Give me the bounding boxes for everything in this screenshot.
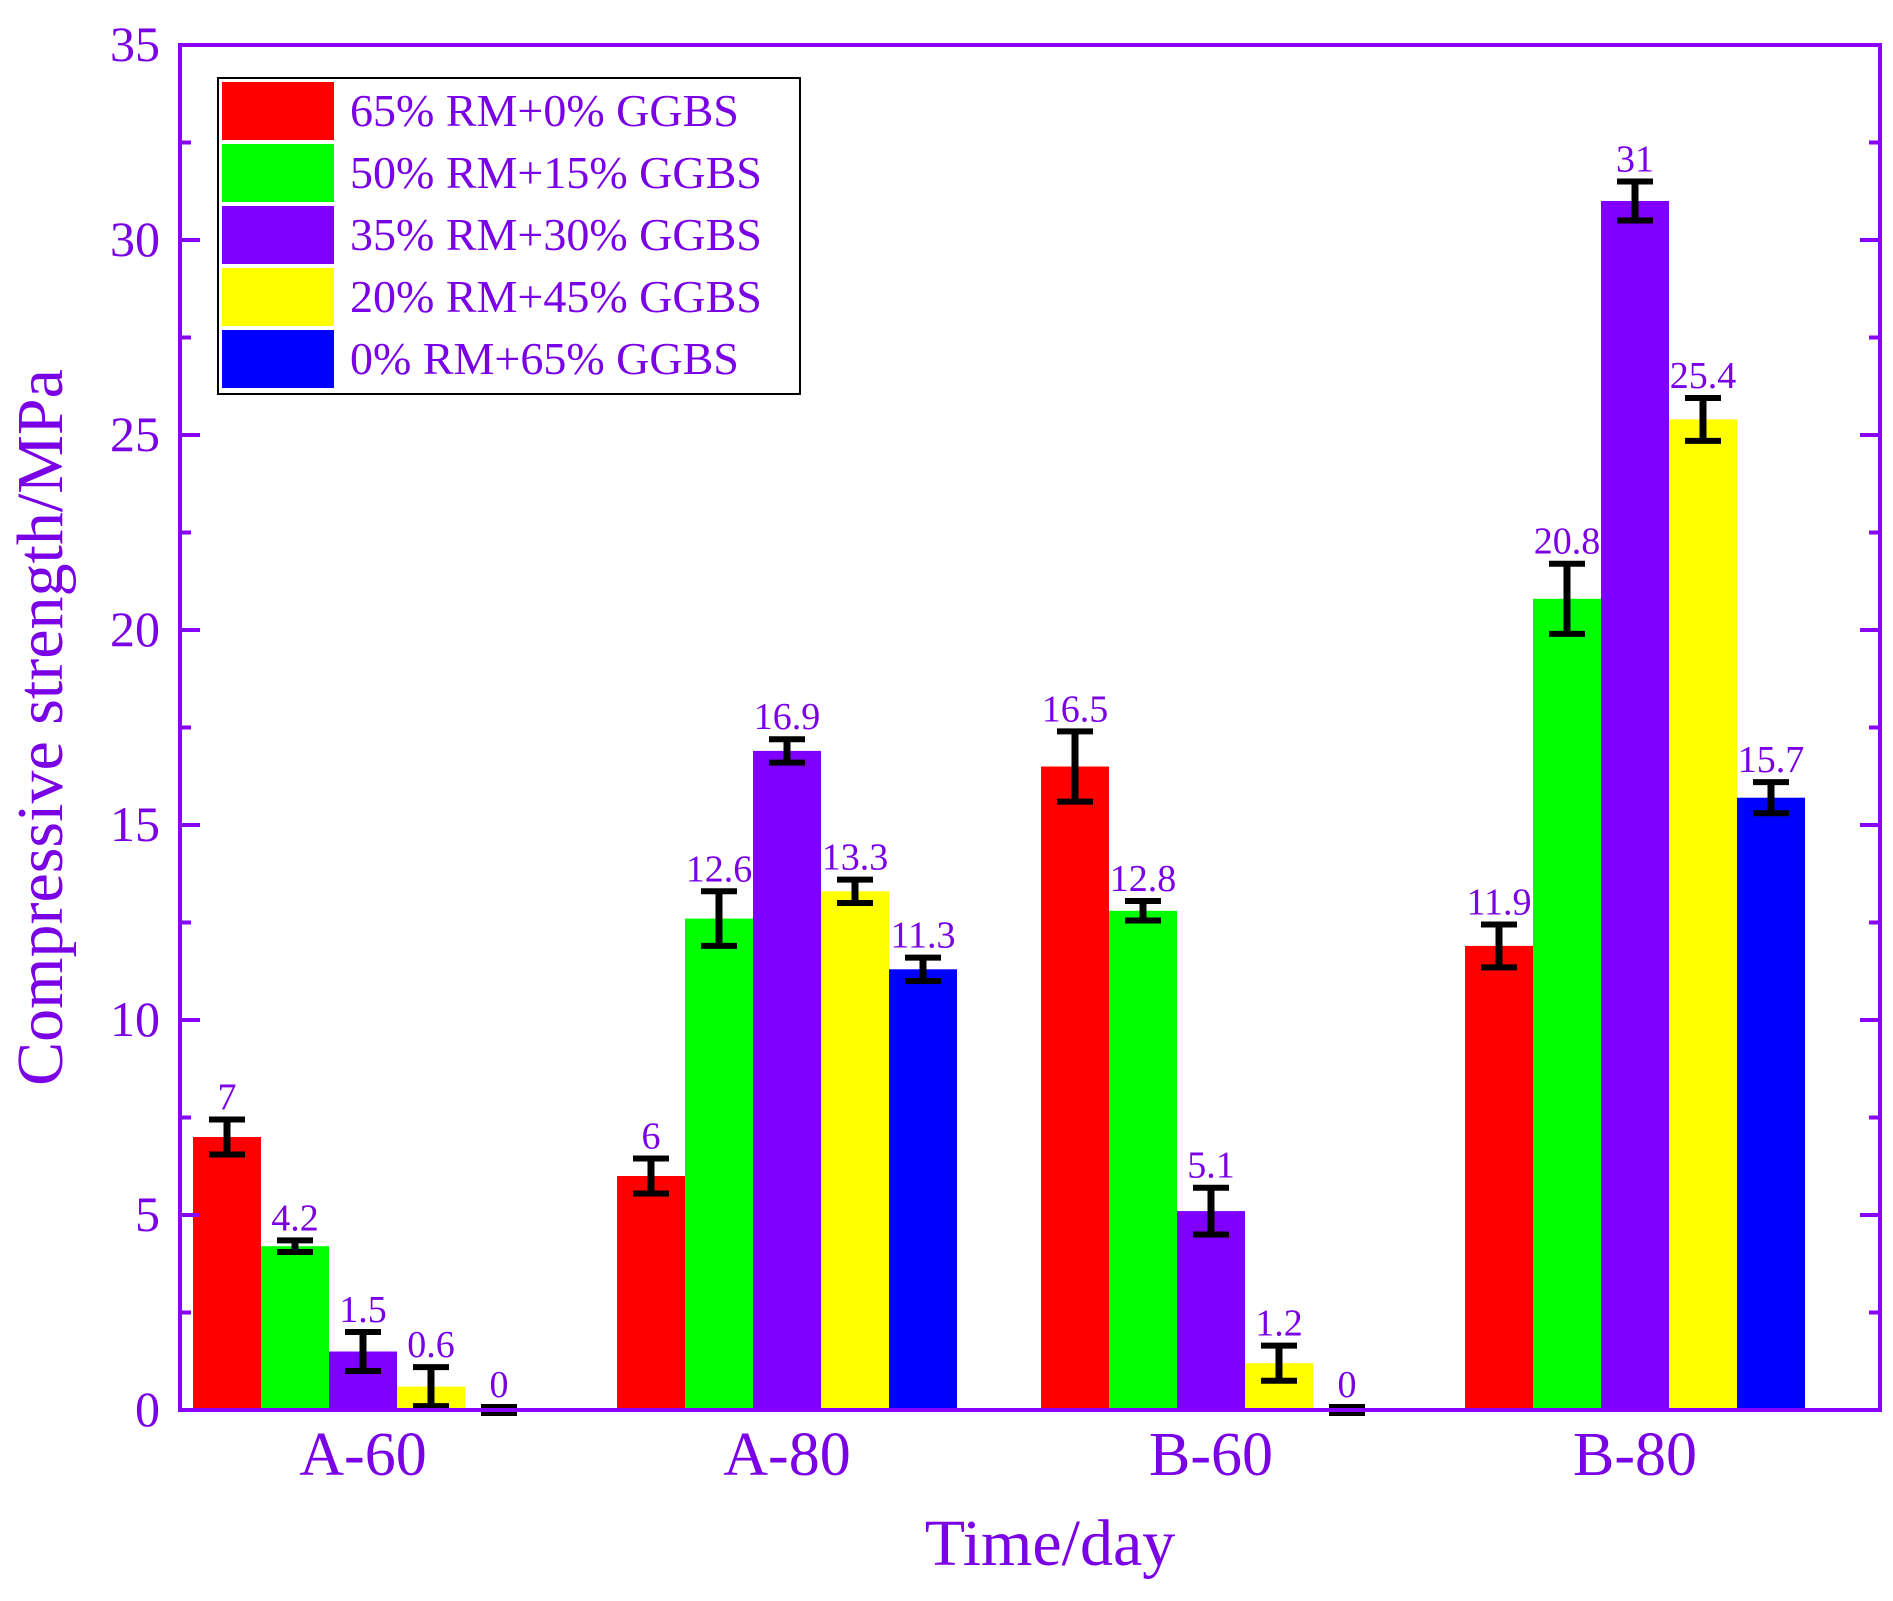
error-bar-a-60-series-1 [209, 1116, 245, 1158]
legend-label: 65% RM+0% GGBS [350, 85, 739, 136]
data-label-b-60-series-4: 1.2 [1255, 1303, 1303, 1345]
data-labels-layer: 7 6 16.5 11.9 4.2 12.6 12.8 20.8 1.5 16.9 5.1 31 0.6… [218, 139, 1805, 1407]
error-bar-b-80-series-3 [1617, 178, 1653, 224]
bar-a-60-series-2 [261, 1246, 329, 1410]
data-label-a-60-series-1: 7 [218, 1076, 237, 1118]
x-tick-label-b-80: B-80 [1573, 1421, 1697, 1489]
data-label-b-60-series-2: 12.8 [1110, 858, 1177, 900]
x-axis-title: Time/day [925, 1507, 1176, 1580]
bar-b-60-series-1 [1041, 766, 1109, 1410]
x-tick-label-a-60: A-60 [299, 1421, 426, 1489]
error-bar-a-80-series-4 [837, 876, 873, 906]
data-label-b-60-series-5: 0 [1338, 1364, 1357, 1406]
data-label-b-80-series-5: 15.7 [1738, 739, 1805, 781]
error-bar-a-60-series-3 [345, 1329, 381, 1374]
error-bar-a-60-series-2 [277, 1237, 313, 1256]
y-tick-label: 0 [135, 1381, 160, 1437]
data-label-a-80-series-2: 12.6 [686, 848, 753, 890]
legend-swatch [222, 206, 334, 264]
bar-b-60-series-3 [1177, 1211, 1245, 1410]
y-axis-title: Compressive strength/MPa [4, 369, 77, 1086]
y-tick-label: 35 [110, 16, 160, 72]
legend-swatch [222, 330, 334, 388]
bars-layer [193, 201, 1805, 1410]
data-label-a-60-series-2: 4.2 [271, 1197, 319, 1239]
error-bar-b-80-series-1 [1481, 921, 1517, 971]
data-label-a-80-series-4: 13.3 [822, 837, 889, 879]
error-bar-b-80-series-5 [1753, 779, 1789, 817]
bar-b-80-series-2 [1533, 598, 1601, 1410]
legend-label: 50% RM+15% GGBS [350, 147, 762, 198]
data-label-a-80-series-5: 11.3 [890, 915, 955, 957]
bar-a-80-series-1 [617, 1176, 685, 1410]
bar-b-60-series-2 [1109, 910, 1177, 1410]
bar-a-80-series-5 [889, 969, 957, 1410]
legend-swatch [222, 144, 334, 202]
bar-b-80-series-3 [1601, 201, 1669, 1410]
bar-b-80-series-1 [1465, 945, 1533, 1410]
error-bar-b-60-series-1 [1057, 728, 1093, 805]
data-label-b-80-series-3: 31 [1616, 139, 1654, 181]
legend-item-2: 50% RM+15% GGBS [222, 144, 762, 202]
x-tick-label-b-60: B-60 [1149, 1421, 1273, 1489]
error-bar-b-60-series-3 [1193, 1184, 1229, 1238]
bar-a-60-series-1 [193, 1137, 261, 1410]
error-bar-b-80-series-4 [1685, 394, 1721, 444]
bar-a-80-series-4 [821, 891, 889, 1410]
error-bar-a-80-series-2 [701, 888, 737, 949]
legend-item-1: 65% RM+0% GGBS [222, 82, 739, 140]
y-axis: 0 5 10 15 20 25 30 35 [110, 16, 1880, 1437]
y-tick-label: 30 [110, 211, 160, 267]
bar-b-80-series-4 [1669, 419, 1737, 1410]
error-bar-b-60-series-2 [1125, 898, 1161, 924]
error-bar-a-80-series-1 [633, 1155, 669, 1197]
error-bar-b-80-series-2 [1549, 560, 1585, 637]
legend-item-4: 20% RM+45% GGBS [222, 268, 762, 326]
error-bar-a-80-series-5 [905, 954, 941, 984]
legend-label: 20% RM+45% GGBS [350, 271, 762, 322]
bar-a-80-series-3 [753, 750, 821, 1410]
data-label-b-80-series-4: 25.4 [1670, 355, 1737, 397]
data-label-a-80-series-1: 6 [642, 1115, 661, 1157]
legend-item-5: 0% RM+65% GGBS [222, 330, 739, 388]
data-label-b-80-series-1: 11.9 [1466, 881, 1531, 923]
x-tick-label-a-80: A-80 [723, 1421, 850, 1489]
bar-a-80-series-2 [685, 918, 753, 1410]
data-label-a-60-series-3: 1.5 [339, 1289, 387, 1331]
data-label-a-80-series-3: 16.9 [754, 696, 821, 738]
y-tick-label: 5 [135, 1186, 160, 1242]
legend-swatch [222, 268, 334, 326]
error-bar-a-60-series-4 [413, 1364, 449, 1410]
data-label-a-60-series-4: 0.6 [407, 1324, 455, 1366]
y-tick-label: 20 [110, 601, 160, 657]
data-label-b-60-series-1: 16.5 [1042, 688, 1109, 730]
data-label-b-80-series-2: 20.8 [1534, 521, 1601, 563]
x-axis: A-60 A-80 B-60 B-80 [299, 1421, 1697, 1489]
legend-swatch [222, 82, 334, 140]
data-label-b-60-series-3: 5.1 [1187, 1145, 1235, 1187]
error-bar-a-80-series-3 [769, 736, 805, 766]
data-label-a-60-series-5: 0 [490, 1364, 509, 1406]
legend-label: 0% RM+65% GGBS [350, 333, 739, 384]
error-bars-layer [209, 178, 1789, 1416]
y-tick-label: 10 [110, 991, 160, 1047]
error-bar-b-60-series-4 [1261, 1342, 1297, 1384]
y-tick-label: 15 [110, 796, 160, 852]
y-tick-label: 25 [110, 406, 160, 462]
legend: 65% RM+0% GGBS 50% RM+15% GGBS 35% RM+30% … [217, 77, 801, 395]
legend-item-3: 35% RM+30% GGBS [222, 206, 762, 264]
legend-label: 35% RM+30% GGBS [350, 209, 762, 260]
bar-b-80-series-5 [1737, 797, 1805, 1410]
